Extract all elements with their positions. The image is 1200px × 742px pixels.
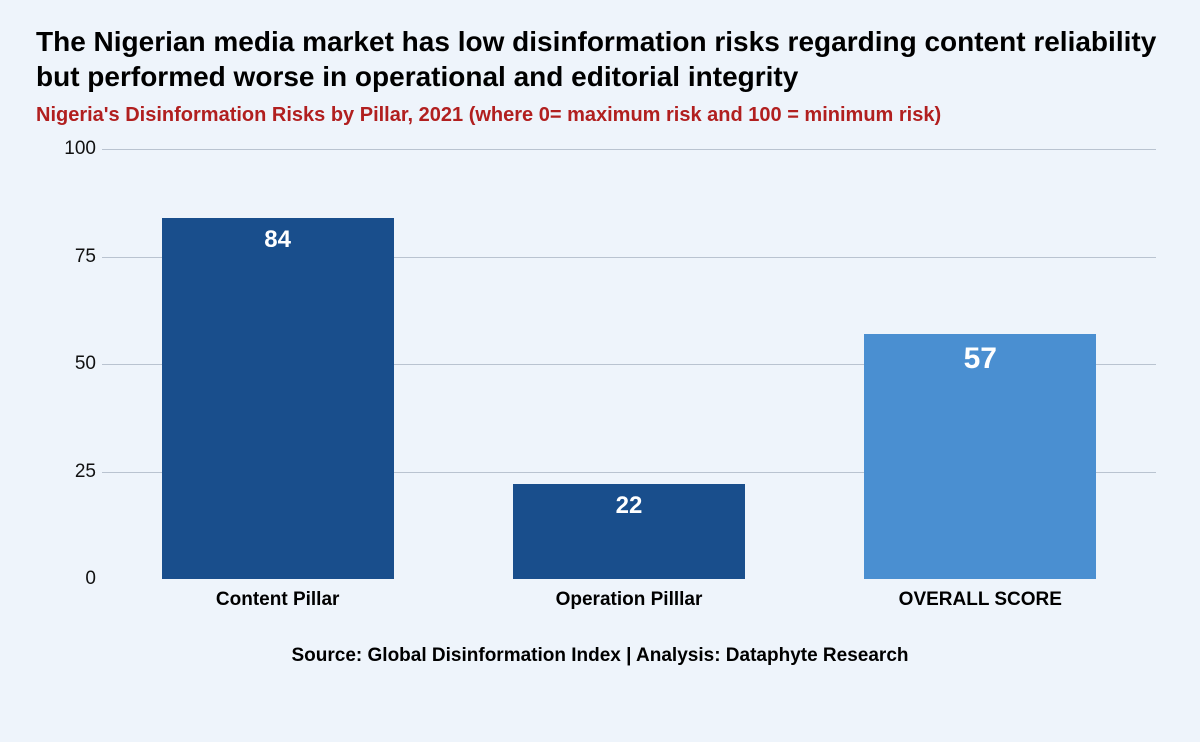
- x-axis: Content PillarOperation PilllarOVERALL S…: [102, 579, 1156, 619]
- bar: 22: [513, 484, 745, 579]
- bars-container: 84 22 57: [102, 149, 1156, 579]
- bar: 57: [864, 334, 1096, 579]
- bar-slot: 84: [102, 149, 453, 579]
- x-category-label: Content Pillar: [102, 579, 453, 619]
- bar-value-label: 22: [513, 492, 745, 520]
- chart-area: 0255075100 842257 Content PillarOperatio…: [48, 149, 1156, 619]
- x-category-label: OVERALL SCORE: [805, 579, 1156, 619]
- plot-area: 84 22 57: [102, 149, 1156, 579]
- bar-slot: 57: [805, 149, 1156, 579]
- y-tick-label: 50: [48, 353, 96, 375]
- x-category-label: Operation Pilllar: [453, 579, 804, 619]
- bar: 84: [162, 218, 394, 579]
- bar-value-label: 84: [162, 226, 394, 254]
- bar-value-label: 57: [864, 342, 1096, 376]
- chart-title: The Nigerian media market has low disinf…: [36, 24, 1164, 94]
- chart-subtitle: Nigeria's Disinformation Risks by Pillar…: [36, 104, 1164, 127]
- bar-slot: 22: [453, 149, 804, 579]
- y-tick-label: 100: [48, 138, 96, 160]
- y-tick-label: 25: [48, 461, 96, 483]
- source-line: Source: Global Disinformation Index | An…: [36, 645, 1164, 667]
- y-tick-label: 75: [48, 246, 96, 268]
- y-tick-label: 0: [48, 568, 96, 590]
